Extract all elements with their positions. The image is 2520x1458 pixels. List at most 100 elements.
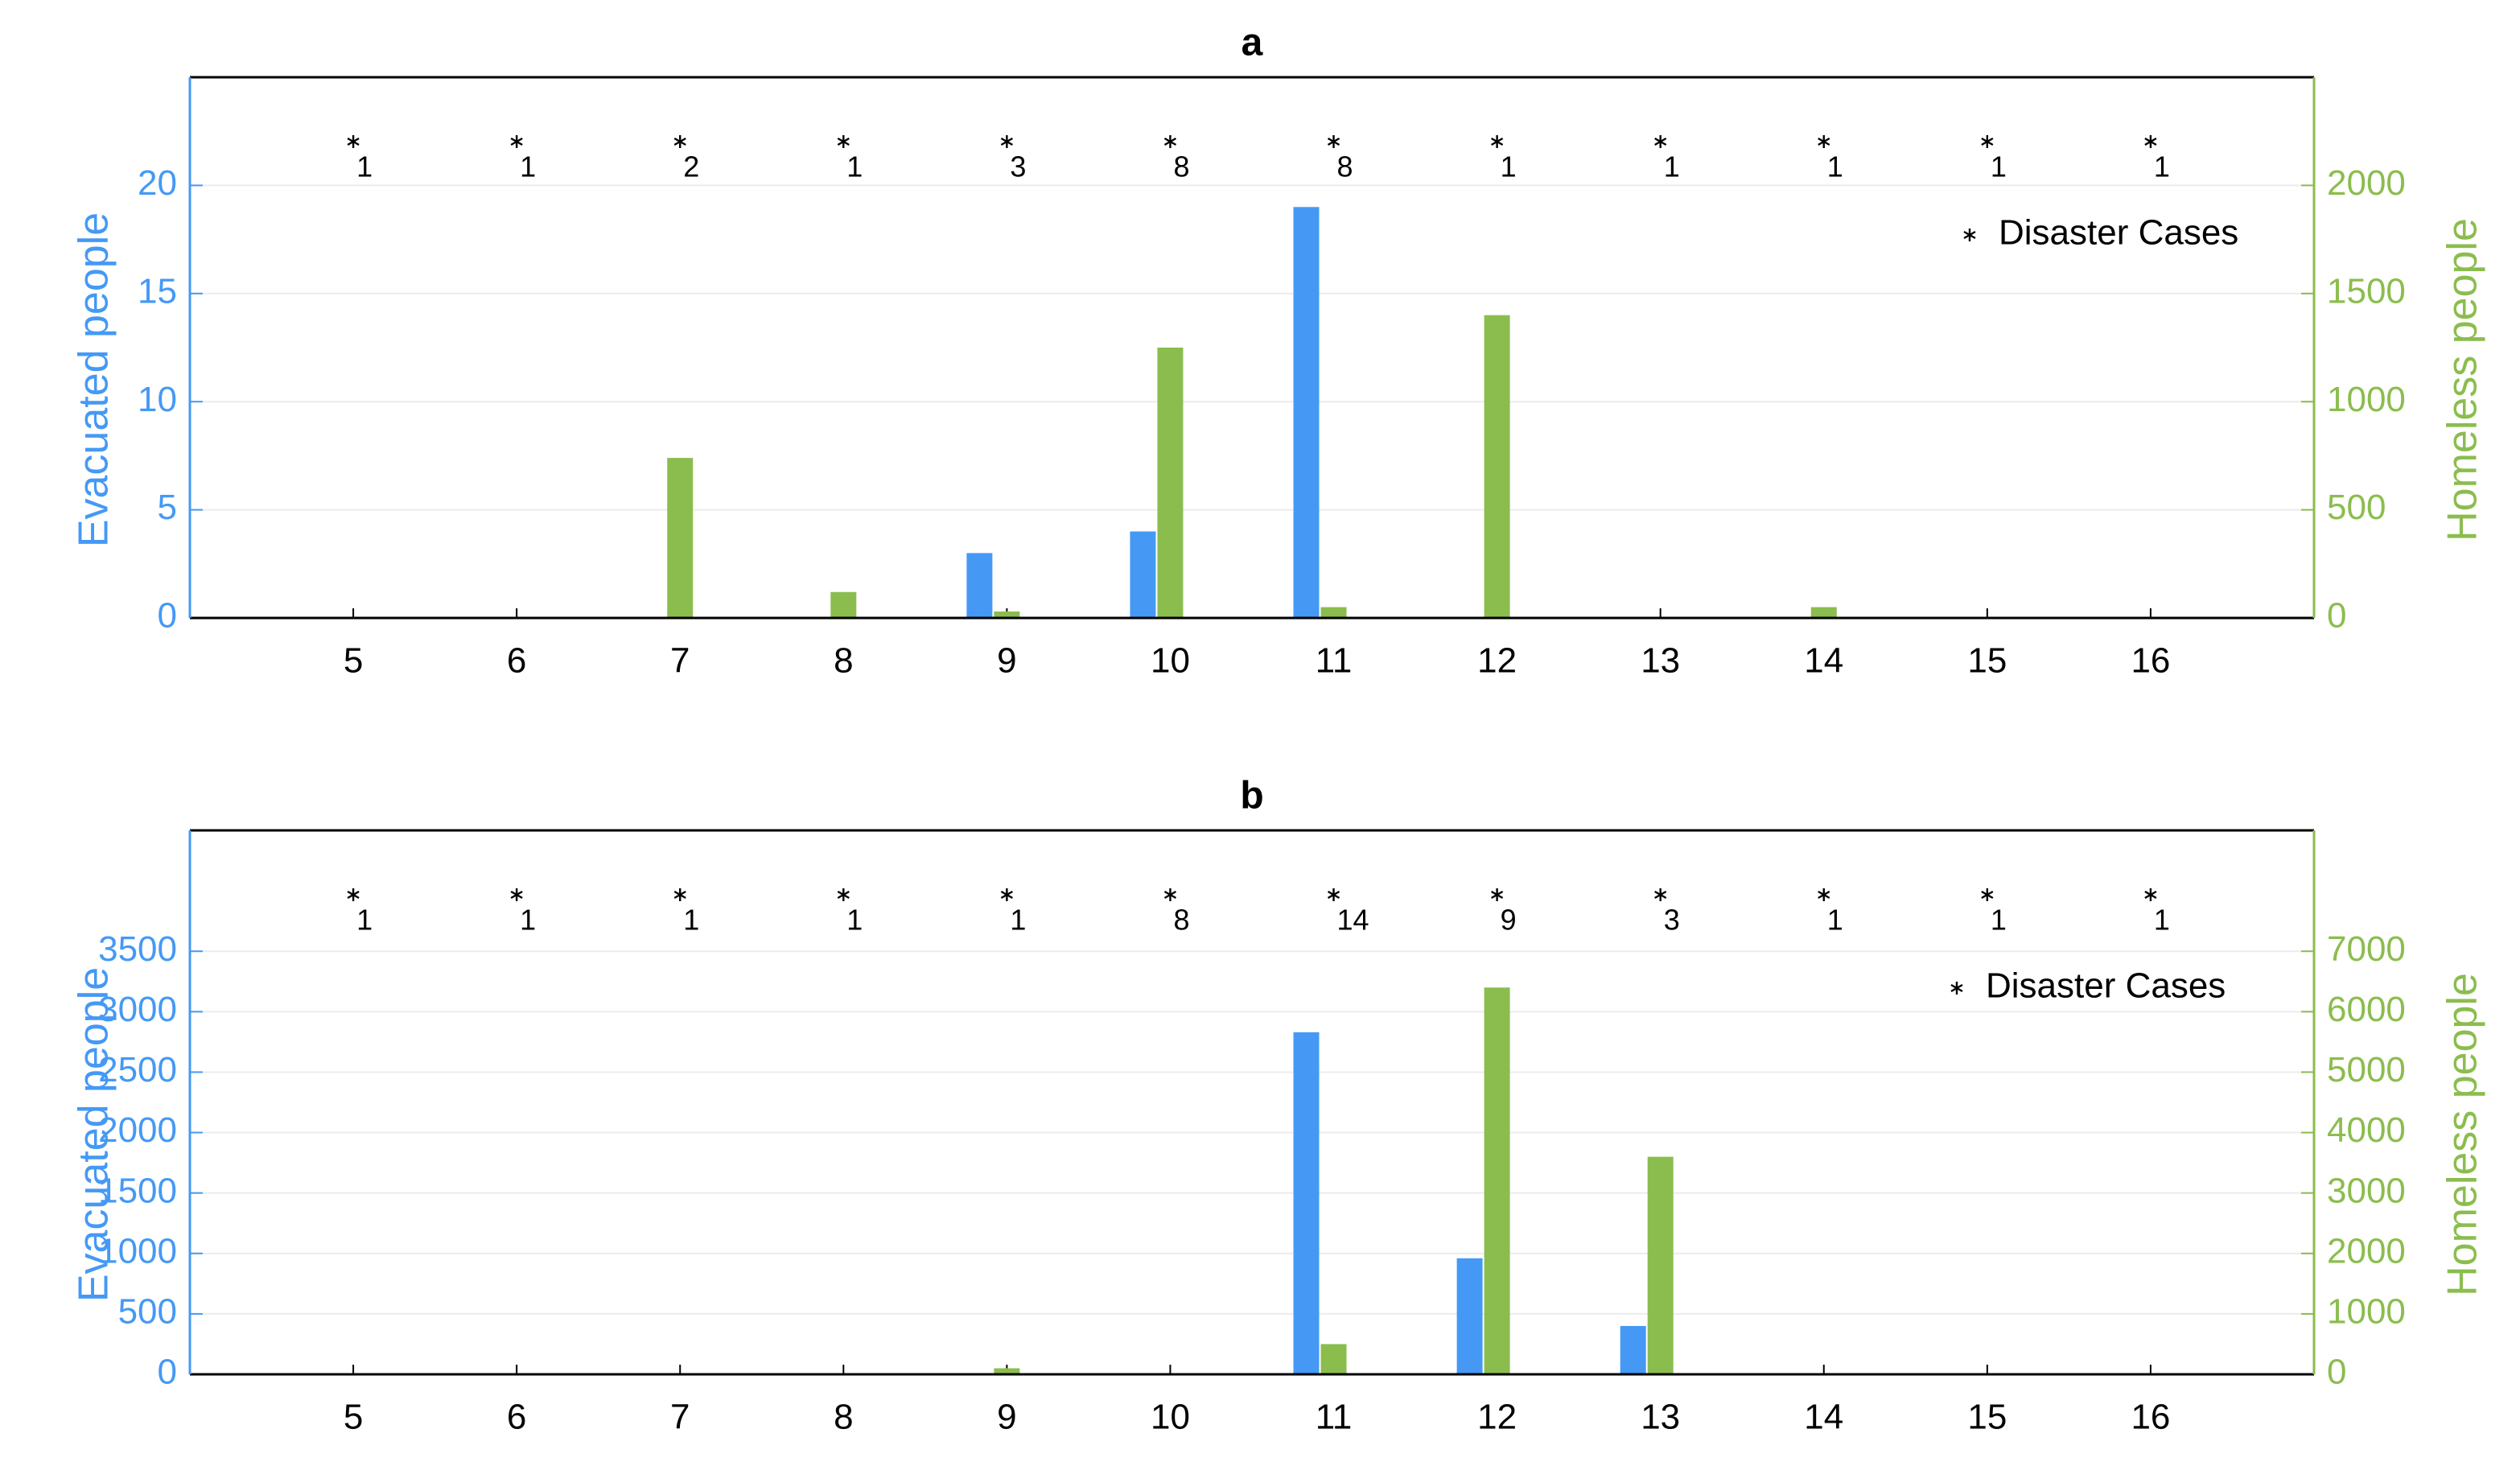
disaster-count: 14 [1337, 904, 1369, 937]
asterisk-stroke [1950, 983, 1963, 993]
y2-axis-label: Homeless people [2440, 973, 2486, 1296]
disaster-count: 1 [520, 904, 536, 937]
disaster-marker [673, 888, 686, 901]
y2-tick-label: 7000 [2327, 929, 2406, 969]
asterisk-stroke [2144, 890, 2157, 900]
asterisk-stroke [1654, 890, 1667, 900]
bar [1320, 1344, 1347, 1374]
disaster-count: 8 [1337, 150, 1353, 183]
y-tick-label: 3000 [98, 990, 177, 1029]
disaster-count: 1 [520, 150, 536, 183]
asterisk-stroke [1491, 137, 1504, 146]
x-tick-label: 9 [997, 1398, 1016, 1437]
x-tick-label: 5 [344, 1398, 363, 1437]
bar [1320, 607, 1347, 618]
disaster-marker [1000, 135, 1013, 148]
y2-tick-label: 3000 [2327, 1171, 2406, 1210]
disaster-count: 1 [1827, 904, 1843, 937]
y2-axis-label: Homeless people [2440, 218, 2486, 542]
disaster-marker [1163, 135, 1177, 148]
disaster-marker [1818, 135, 1830, 148]
y-tick-label: 1000 [98, 1231, 177, 1271]
bar [830, 591, 857, 618]
x-tick-label: 15 [1967, 641, 2007, 681]
chart-title: a [1241, 22, 1263, 64]
bar [1157, 348, 1184, 618]
asterisk-stroke [2144, 137, 2157, 146]
disaster-count: 1 [1010, 904, 1026, 937]
disaster-marker [1000, 888, 1013, 901]
disaster-count: 1 [2154, 904, 2170, 937]
asterisk-stroke [1163, 890, 1177, 900]
asterisk-stroke [837, 137, 850, 146]
asterisk-stroke [1491, 890, 1504, 900]
y2-tick-label: 4000 [2327, 1110, 2406, 1150]
disaster-count: 1 [1501, 150, 1517, 183]
legend-marker [1950, 982, 1963, 995]
asterisk-stroke [347, 137, 360, 146]
disaster-count: 1 [846, 150, 863, 183]
asterisk-stroke [1327, 890, 1340, 900]
y-tick-label: 5 [158, 488, 177, 527]
x-tick-label: 16 [2131, 641, 2170, 681]
asterisk-stroke [673, 137, 686, 146]
disaster-marker [1654, 888, 1667, 901]
asterisk-stroke [1327, 137, 1340, 146]
disaster-count: 1 [356, 904, 373, 937]
x-tick-label: 8 [834, 641, 853, 681]
bar [1484, 315, 1510, 618]
disaster-marker [510, 888, 523, 901]
y-tick-label: 3500 [98, 929, 177, 969]
x-tick-label: 7 [670, 641, 690, 681]
bar [1810, 607, 1837, 618]
x-tick-label: 13 [1641, 1398, 1680, 1437]
disaster-marker [1818, 888, 1830, 901]
bar [994, 1368, 1020, 1374]
x-tick-label: 12 [1477, 1398, 1517, 1437]
x-tick-label: 12 [1477, 641, 1517, 681]
disaster-marker [2144, 888, 2157, 901]
asterisk-stroke [1818, 137, 1830, 146]
bar [1130, 531, 1156, 618]
disaster-marker [2144, 135, 2157, 148]
bar [1456, 1258, 1483, 1374]
y2-tick-label: 0 [2327, 596, 2346, 636]
y-tick-label: 0 [158, 1353, 177, 1392]
disaster-marker [1981, 888, 1994, 901]
x-tick-label: 15 [1967, 1398, 2007, 1437]
legend-marker [1963, 229, 1976, 241]
disaster-marker [347, 135, 360, 148]
y-tick-label: 1500 [98, 1171, 177, 1210]
bar [1293, 207, 1320, 618]
disaster-marker [1654, 135, 1667, 148]
disaster-marker [1327, 135, 1340, 148]
y2-tick-label: 5000 [2327, 1050, 2406, 1089]
bar [1484, 987, 1510, 1374]
x-tick-label: 10 [1151, 641, 1190, 681]
disaster-marker [837, 135, 850, 148]
y-tick-label: 20 [138, 163, 177, 203]
x-tick-label: 8 [834, 1398, 853, 1437]
legend-label: Disaster Cases [1986, 966, 2226, 1006]
asterisk-stroke [673, 890, 686, 900]
disaster-count: 1 [1991, 150, 2007, 183]
disaster-marker [347, 888, 360, 901]
y-tick-label: 15 [138, 271, 177, 311]
x-tick-label: 6 [507, 1398, 526, 1437]
x-tick-label: 6 [507, 641, 526, 681]
y2-tick-label: 0 [2327, 1353, 2346, 1392]
disaster-count: 8 [1173, 150, 1189, 183]
y-axis-label: Evacuated people [71, 212, 117, 547]
asterisk-stroke [1981, 137, 1994, 146]
y2-tick-label: 1000 [2327, 1292, 2406, 1332]
x-tick-label: 14 [1804, 641, 1843, 681]
y-tick-label: 10 [138, 380, 177, 419]
asterisk-stroke [510, 890, 523, 900]
disaster-count: 1 [2154, 150, 2170, 183]
disaster-marker [837, 888, 850, 901]
asterisk-stroke [1981, 890, 1994, 900]
disaster-count: 3 [1010, 150, 1026, 183]
asterisk-stroke [1000, 137, 1013, 146]
